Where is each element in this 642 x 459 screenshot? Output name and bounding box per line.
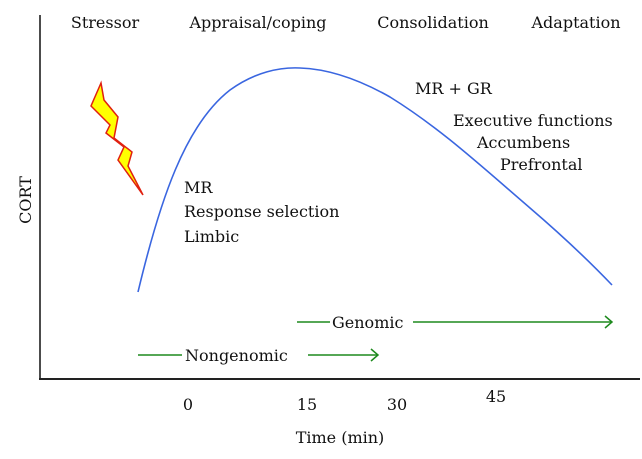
y-axis-label: CORT [16, 176, 35, 224]
phase-consolidation: Consolidation [377, 13, 489, 32]
genomic-label: Genomic [332, 313, 403, 332]
x-tick-45: 45 [486, 387, 506, 406]
phase-stressor: Stressor [71, 13, 140, 32]
nongenomic-label: Nongenomic [185, 346, 288, 365]
late-annotation-accumbens: Accumbens [476, 133, 570, 152]
phase-adaptation: Adaptation [530, 13, 620, 32]
late-annotation-mrgr: MR + GR [415, 79, 493, 98]
x-axis-label: Time (min) [296, 428, 385, 447]
late-annotation-executive: Executive functions [453, 111, 613, 130]
phase-appraisal: Appraisal/coping [188, 13, 326, 32]
nongenomic-arrow [138, 348, 380, 362]
late-annotation-prefrontal: Prefrontal [500, 155, 582, 174]
genomic-arrow [297, 315, 614, 329]
lightning-bolt-icon [90, 80, 144, 196]
x-tick-15: 15 [297, 395, 317, 414]
early-annotation-mr: MR [184, 178, 213, 197]
early-annotation-response: Response selection [184, 202, 339, 221]
x-tick-0: 0 [183, 395, 193, 414]
cort-curve [137, 67, 613, 293]
early-annotation-limbic: Limbic [184, 227, 239, 246]
x-tick-30: 30 [387, 395, 407, 414]
